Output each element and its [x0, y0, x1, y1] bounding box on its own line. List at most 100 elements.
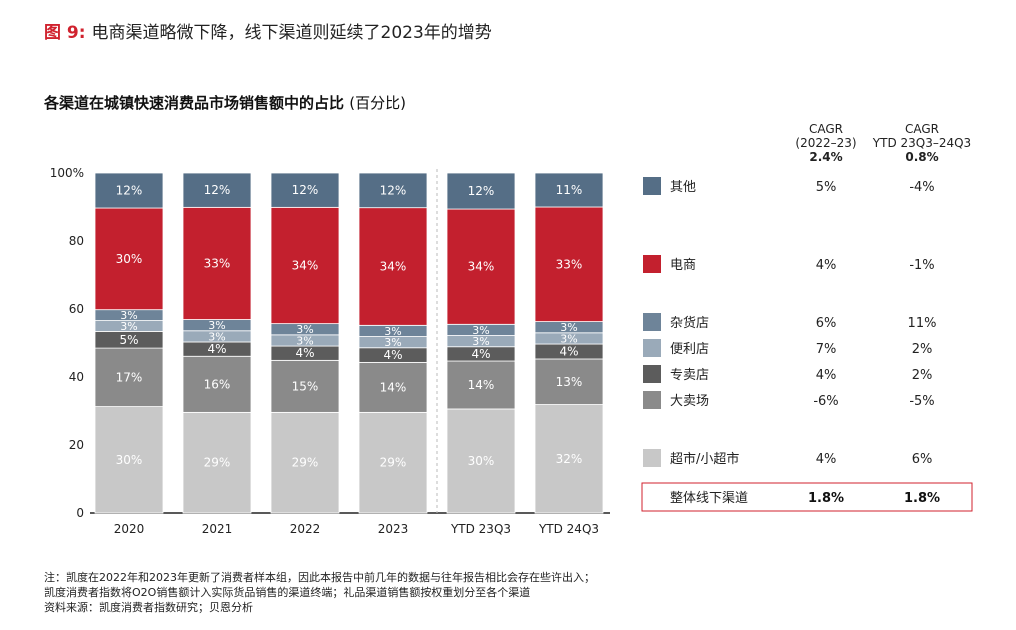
x-tick-label: YTD 24Q3 — [538, 522, 599, 536]
data-label: 29% — [204, 456, 231, 470]
legend-swatch — [643, 365, 661, 383]
data-label: 4% — [383, 348, 402, 362]
bar-segment — [94, 172, 164, 209]
cagr-header-line2: YTD 23Q3–24Q3 — [872, 136, 972, 150]
data-label: 3% — [208, 319, 225, 332]
bar-segment — [446, 208, 516, 325]
offline-total-cagr: 1.8% — [808, 491, 844, 506]
data-label: 30% — [468, 454, 495, 468]
data-label: 3% — [296, 323, 313, 336]
bar-segment — [534, 206, 604, 322]
legend-label: 其他 — [670, 180, 696, 195]
x-tick-label: 2023 — [378, 522, 409, 536]
x-tick-label: 2021 — [202, 522, 233, 536]
bar-segment — [270, 206, 340, 325]
legend-label: 电商 — [670, 258, 696, 273]
cagr-header-line1: CAGR — [904, 122, 939, 136]
cagr-value: 2% — [912, 342, 933, 357]
bar-segment — [358, 411, 428, 514]
stacked-bar-chart: 020406080100%30%17%5%3%3%30%12%202029%16… — [50, 166, 973, 536]
bar-segment — [182, 172, 252, 208]
figure-title: 图 9: 电商渠道略微下降，线下渠道则延续了2023年的增势 — [44, 18, 492, 43]
legend-swatch — [643, 449, 661, 467]
cagr-value: 2% — [912, 368, 933, 383]
data-label: 4% — [207, 342, 226, 356]
data-label: 3% — [120, 309, 137, 322]
data-label: 12% — [468, 184, 495, 198]
data-label: 16% — [204, 377, 231, 391]
bar-segment — [358, 361, 428, 413]
data-label: 3% — [472, 324, 489, 337]
cagr-header-line2: (2022–23) — [795, 136, 857, 150]
legend-label: 杂货店 — [670, 315, 709, 331]
cagr-value: 6% — [816, 316, 837, 331]
cagr-header-total: 0.8% — [905, 150, 939, 164]
legend-swatch — [643, 339, 661, 357]
data-label: 14% — [468, 378, 495, 392]
y-tick-label: 0 — [76, 506, 84, 520]
data-label: 3% — [296, 334, 313, 347]
chart-unit: (百分比) — [349, 94, 406, 112]
data-label: 29% — [292, 456, 319, 470]
data-label: 5% — [119, 333, 138, 347]
bar-segment — [358, 207, 428, 326]
data-label: 4% — [559, 345, 578, 359]
cagr-value: -5% — [909, 394, 934, 409]
bar-segment — [270, 359, 340, 413]
x-tick-label: 2022 — [290, 522, 321, 536]
data-label: 3% — [384, 336, 401, 349]
cagr-header-total: 2.4% — [809, 150, 843, 164]
data-label: 12% — [292, 183, 319, 197]
offline-total-box — [641, 482, 973, 512]
y-tick-label: 40 — [69, 370, 84, 384]
bar-segment — [94, 406, 164, 514]
cagr-header-ytd: CAGR YTD 23Q3–24Q3 0.8% — [862, 122, 982, 164]
bar-segment — [94, 347, 164, 407]
data-label: 17% — [116, 370, 143, 384]
legend-label: 专卖店 — [670, 368, 709, 383]
data-label: 12% — [380, 183, 407, 197]
data-label: 4% — [471, 347, 490, 361]
y-tick-label: 60 — [69, 302, 84, 316]
cagr-value: -6% — [813, 394, 838, 409]
data-label: 30% — [116, 252, 143, 266]
data-label: 33% — [556, 257, 583, 271]
figure-title-text: 电商渠道略微下降，线下渠道则延续了2023年的增势 — [91, 23, 492, 43]
data-label: 12% — [116, 184, 143, 198]
data-label: 3% — [208, 330, 225, 343]
offline-total-cagr: 1.8% — [904, 491, 940, 506]
y-tick-label: 100% — [50, 166, 84, 180]
cagr-header-2022-23: CAGR (2022–23) 2.4% — [766, 122, 886, 164]
footnote-line: 注：凯度在2022年和2023年更新了消费者样本组，因此本报告中前几年的数据与往… — [44, 571, 595, 584]
cagr-value: 4% — [816, 368, 837, 383]
chart-title-text: 各渠道在城镇快速消费品市场销售额中的占比 — [44, 94, 345, 112]
footnotes: 注：凯度在2022年和2023年更新了消费者样本组，因此本报告中前几年的数据与往… — [44, 570, 595, 615]
legend-swatch — [643, 177, 661, 195]
cagr-value: 4% — [816, 452, 837, 467]
data-label: 29% — [380, 456, 407, 470]
data-label: 3% — [120, 320, 137, 333]
bar-segment — [94, 207, 164, 311]
bar-segment — [534, 404, 604, 514]
figure-label: 图 9: — [44, 23, 86, 43]
data-label: 34% — [380, 260, 407, 274]
data-label: 34% — [292, 258, 319, 272]
data-label: 4% — [295, 346, 314, 360]
legend-swatch — [643, 255, 661, 273]
data-label: 14% — [380, 380, 407, 394]
legend-label: 超市/小超市 — [670, 451, 739, 467]
legend-label: 大卖场 — [670, 394, 709, 409]
data-label: 32% — [556, 452, 583, 466]
data-label: 11% — [556, 183, 583, 197]
cagr-value: 4% — [816, 258, 837, 273]
legend-swatch — [643, 391, 661, 409]
x-tick-label: YTD 23Q3 — [450, 522, 511, 536]
data-label: 3% — [472, 335, 489, 348]
bar-segment — [270, 411, 340, 514]
data-label: 30% — [116, 453, 143, 467]
bar-segment — [446, 360, 516, 410]
data-label: 13% — [556, 375, 583, 389]
y-tick-label: 20 — [69, 438, 84, 452]
data-label: 12% — [204, 183, 231, 197]
bar-segment — [446, 408, 516, 514]
